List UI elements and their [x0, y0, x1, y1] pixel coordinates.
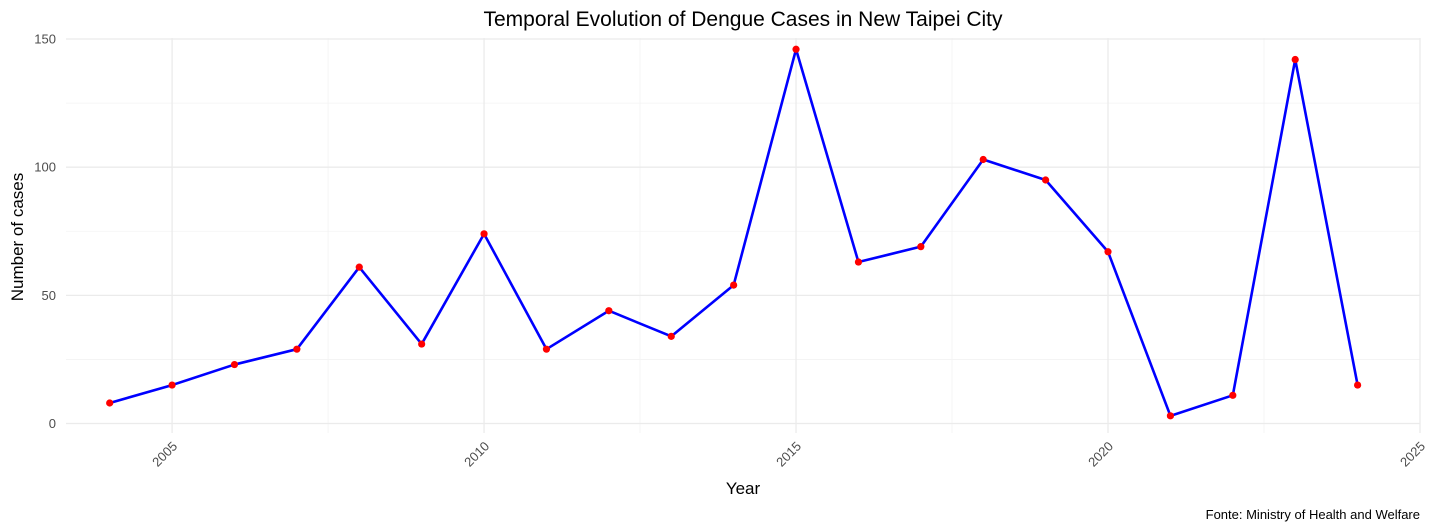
data-point	[168, 381, 176, 389]
y-axis-title: Number of cases	[8, 173, 27, 302]
data-point	[355, 263, 363, 271]
data-point	[917, 243, 925, 251]
data-point	[1229, 391, 1237, 399]
minor-gridlines	[66, 38, 1420, 433]
data-point	[1291, 55, 1299, 64]
y-tick-label: 0	[49, 416, 56, 431]
data-point	[1042, 176, 1050, 184]
x-tick-label: 2010	[461, 439, 492, 470]
points-layer	[106, 45, 1362, 420]
chart-caption: Fonte: Ministry of Health and Welfare	[1206, 507, 1420, 522]
data-point	[293, 345, 301, 353]
data-point	[854, 258, 863, 266]
data-point	[480, 230, 488, 238]
major-gridlines	[66, 38, 1421, 433]
x-tick-label: 2015	[773, 439, 804, 470]
data-point	[667, 332, 675, 340]
y-tick-label: 50	[42, 288, 56, 303]
data-point	[1354, 381, 1362, 389]
x-axis-ticks: 2005 2010 2015 2020 2025	[149, 439, 1428, 470]
x-tick-label: 2005	[149, 439, 180, 470]
series-line	[109, 47, 1359, 418]
data-point	[1104, 248, 1112, 256]
data-point	[792, 45, 800, 53]
data-point	[730, 281, 738, 289]
series-layer	[109, 47, 1359, 418]
data-point	[106, 399, 114, 407]
data-point	[979, 155, 987, 164]
data-point	[605, 307, 613, 315]
data-point	[1166, 412, 1175, 420]
data-point	[230, 360, 239, 369]
x-axis-title: Year	[726, 479, 761, 498]
y-tick-label: 150	[34, 32, 56, 47]
y-tick-label: 100	[34, 160, 56, 175]
y-axis-ticks: 0 50 100 150	[34, 32, 56, 431]
data-point	[542, 345, 551, 353]
x-tick-label: 2025	[1397, 439, 1428, 470]
data-point	[418, 340, 426, 348]
chart-title: Temporal Evolution of Dengue Cases in Ne…	[483, 8, 1003, 31]
x-tick-label: 2020	[1085, 439, 1116, 470]
